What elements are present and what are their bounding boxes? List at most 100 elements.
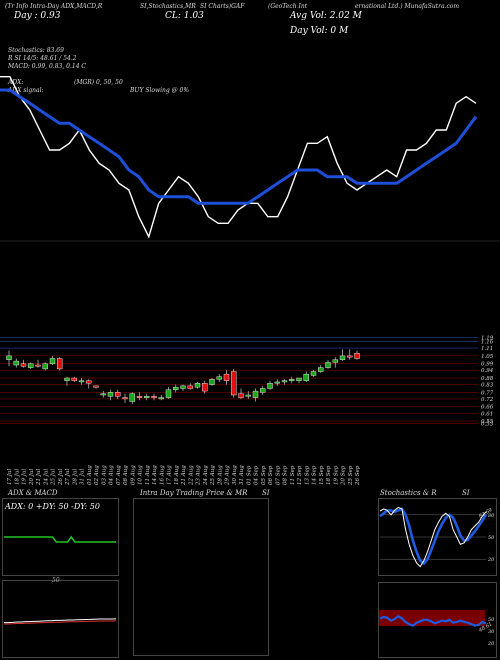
main-chart: 1.191.161.11 1.05 0.990.94 0.880.830.770.72… [0,75,500,486]
date-tick-label: 20 Sep [341,465,347,486]
intra-panel-si: SI [262,489,270,497]
candle-body [296,377,302,381]
macd-line [4,618,117,624]
candle-body [281,380,288,383]
date-tick-label: 24 Aug [203,465,209,486]
stoch-tick-label: 80 [488,513,495,519]
date-tick-label: 14 Aug [152,465,158,485]
candle-body [158,397,164,400]
date-tick-label: 15 Sep [319,465,325,485]
price-tick-label: 0.99 [481,362,494,368]
price-tick-label: 0.55 [481,419,494,425]
date-tick-label: 17 Aug [167,465,173,485]
adx-panel-title: ADX & MACD [8,489,58,497]
rsi-readout: R SI 14/5: 48.61 / 54.2 [8,55,77,62]
price-tick-label: 1.19 [481,336,494,342]
candle-body [339,355,346,360]
candle-body [151,396,157,398]
candle-body [28,363,34,368]
candle-body [57,358,63,370]
header-title-left: (Tr Info Intra-Day ADX,MACD,R [5,3,103,10]
date-tick-label: 16 Aug [159,465,165,485]
candle-body [173,386,179,390]
date-tick-label: 03 Aug [101,465,107,485]
date-tick-label: 26 Sep [355,465,361,486]
date-tick-label: 29 Aug [225,465,231,486]
date-tick-label: 04 Sep [254,465,260,485]
macd-signal-line [4,620,117,625]
price-tick-label: 1.05 [481,354,494,360]
candle-body [78,380,85,383]
date-tick-label: 28 Jul [72,469,78,486]
date-tick-label: 19 Sep [333,465,339,485]
date-tick-label: 07 Sep [275,465,281,485]
header-title-mid: SI,Stochastics,MR [140,3,196,10]
candle-body [64,377,70,381]
date-tick-label: 21 Aug [181,465,187,486]
stoch-k-line [379,506,487,568]
adx-level-label: 50 [52,577,60,584]
candle-body [107,392,114,397]
candle-body [187,385,193,389]
date-tick-label: 25 Aug [210,465,216,486]
close-price: CL: 1.03 [165,11,204,21]
date-tick-label: 11 Sep [290,465,296,485]
candle-body [347,355,353,358]
avg-volume: Avg Vol: 2.02 M [290,11,362,21]
date-tick-label: 11 Aug [145,465,151,485]
date-tick-label: 14 Sep [312,465,318,485]
price-tick-label: 0.83 [481,383,494,389]
date-tick-label: 26 Jul [58,469,64,486]
header-title-right2: ernational Ltd.) MunafaSutra.com [355,3,460,10]
date-tick-label: 31 Aug [239,465,245,485]
intraday-panel [133,498,269,656]
candle-body [238,393,244,398]
date-tick-label: 05 Sep [261,465,267,485]
rsi-tick-label: 50 [488,617,495,623]
day-change: Day : 0.93 [14,11,61,21]
price-tick-label: 0.72 [481,397,494,403]
candle-body [20,363,27,367]
price-tick-label: 0.53 [481,422,494,428]
stoch-tick-label: 20 [487,557,495,563]
stoch-d-line [379,507,488,566]
price-tick-label: 1.11 [481,346,493,352]
candle-body [325,362,331,368]
candle-body [129,393,135,402]
stochastics-panel [378,498,497,576]
date-tick-label: 24 Jul [43,469,49,486]
date-tick-label: 01 Sep [246,465,252,485]
header-title-right: (GeoTech Int [268,3,308,10]
candle-body [86,380,92,384]
candle-body [274,381,280,384]
date-tick-label: 07 Aug [116,465,122,485]
date-tick-label: 09 Aug [130,465,136,485]
candle-body [6,355,12,360]
moving-average-line [0,88,478,205]
date-tick-label: 08 Aug [123,465,129,485]
date-tick-label: 19 Jul [22,469,28,485]
date-tick-label: 12 Sep [297,465,303,485]
date-tick-label: 08 Sep [283,465,289,485]
header-title-mid2: SI Charts)GAF [200,3,245,10]
candle-body [303,373,309,381]
candle-body [122,397,128,400]
date-tick-label: 18 Aug [174,465,180,485]
macd-panel [2,580,119,658]
date-tick-label: 21 Jul [36,469,42,486]
date-tick-label: 22 Aug [188,465,194,486]
price-tick-label: 0.88 [481,376,494,382]
date-tick-label: 04 Aug [109,465,115,485]
date-tick-label: 10 Aug [138,465,144,485]
adx-signal-readout: ADX signal: [8,87,44,94]
date-tick-label: 17 Jul [7,469,13,485]
mgr-readout: (MGR) 0, 50, 50 [74,79,123,86]
adx-line [4,535,116,543]
candle-body [100,393,106,396]
date-tick-label: 13 Sep [304,465,310,485]
candle-body [332,359,338,363]
adx-values-label: ADX: 0 +DY: 50 -DY: 50 [5,502,100,511]
price-tick-label: 1.16 [481,340,494,346]
candle-body [231,371,237,396]
